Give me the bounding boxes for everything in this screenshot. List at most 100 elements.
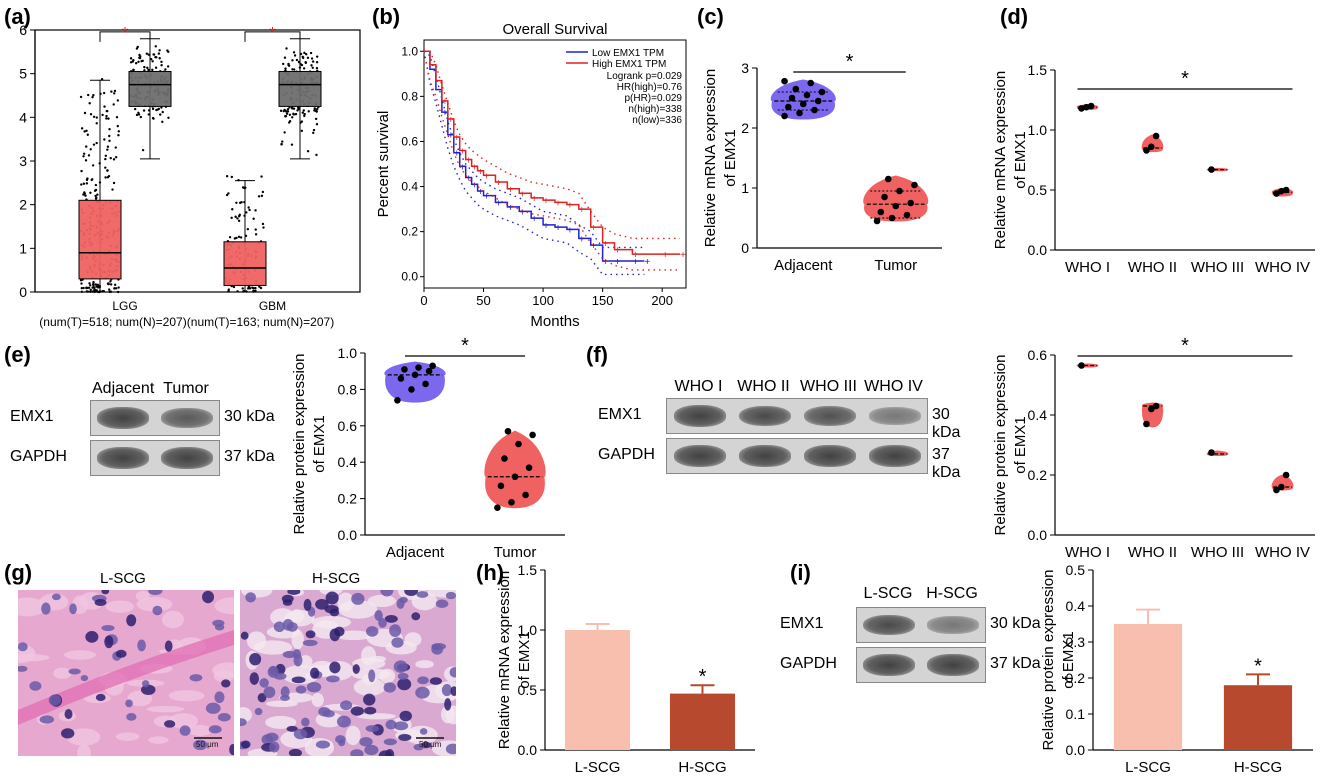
histo-nucleus bbox=[302, 639, 318, 647]
a-data-point bbox=[106, 109, 109, 113]
histo-nucleus bbox=[205, 702, 221, 714]
histo-nucleus bbox=[384, 615, 398, 623]
b-censor-mark: + bbox=[644, 257, 650, 268]
a-data-point bbox=[116, 124, 119, 128]
a-data-point bbox=[94, 188, 98, 192]
histo-nucleus bbox=[364, 744, 379, 756]
a-data-point bbox=[103, 138, 106, 141]
i-y-tick-label: 0.1 bbox=[1066, 706, 1086, 722]
b-censor-mark: + bbox=[454, 133, 460, 144]
e-data-point bbox=[497, 482, 505, 490]
a-sig-bracket bbox=[99, 31, 151, 42]
histo-stroma bbox=[345, 725, 361, 746]
a-data-point bbox=[284, 67, 287, 70]
histo-nucleus bbox=[325, 591, 339, 605]
a-data-point bbox=[84, 159, 88, 162]
f-data-point bbox=[1277, 483, 1285, 491]
histo-nucleus bbox=[383, 738, 397, 746]
a-y-tick-label: 1 bbox=[19, 240, 27, 256]
histo-nucleus bbox=[301, 717, 310, 727]
f-x-tick-label: WHO I bbox=[1065, 544, 1110, 560]
e-data-point bbox=[415, 364, 422, 371]
a-data-point bbox=[142, 109, 146, 112]
a-data-point bbox=[95, 116, 98, 119]
b-censor-mark: + bbox=[555, 198, 561, 209]
blot-f-band bbox=[738, 405, 791, 427]
a-data-point bbox=[239, 236, 243, 239]
histo-nucleus bbox=[268, 741, 280, 753]
c-data-point bbox=[877, 208, 885, 216]
e-data-point bbox=[511, 473, 519, 481]
a-data-point bbox=[259, 286, 263, 290]
b-censor-mark: + bbox=[496, 178, 502, 189]
a-data-point bbox=[106, 176, 110, 179]
b-legend-label: Low EMX1 TPM bbox=[592, 48, 664, 59]
histo-nucleus bbox=[95, 693, 106, 702]
histo-stroma bbox=[367, 594, 396, 608]
a-data-point bbox=[146, 66, 149, 70]
d-y-tick-label: 1.0 bbox=[1028, 122, 1048, 138]
a-data-point bbox=[315, 108, 319, 111]
a-data-point bbox=[234, 215, 237, 218]
b-stat-text: HR(high)=0.76 bbox=[617, 82, 683, 93]
a-data-point bbox=[80, 127, 84, 130]
a-data-point bbox=[82, 286, 85, 290]
b-censor-mark: + bbox=[603, 257, 609, 268]
h-bar-0 bbox=[564, 630, 631, 750]
histo-nucleus bbox=[115, 649, 127, 658]
histo-stroma bbox=[53, 667, 72, 679]
b-censor-mark: + bbox=[531, 194, 537, 205]
a-data-point bbox=[95, 122, 98, 125]
c-data-point bbox=[873, 217, 881, 225]
c-data-point bbox=[896, 187, 903, 195]
histo-stroma bbox=[162, 610, 185, 629]
a-data-point bbox=[141, 148, 145, 152]
b-x-tick-label: 100 bbox=[532, 293, 554, 308]
a-data-point bbox=[151, 60, 154, 63]
h-x-tick-label: H-SCG bbox=[678, 759, 726, 774]
c-x-tick-label: Adjacent bbox=[774, 257, 833, 274]
histo-nucleus bbox=[385, 748, 395, 756]
histo-nucleus bbox=[179, 725, 191, 736]
histo-nucleus bbox=[51, 593, 61, 601]
histo-nucleus bbox=[94, 599, 107, 606]
histo-nucleus bbox=[399, 596, 408, 604]
a-data-point bbox=[303, 114, 306, 118]
histo-nucleus bbox=[378, 618, 387, 628]
histo-nucleus bbox=[217, 713, 231, 722]
histo-nucleus bbox=[263, 686, 276, 699]
f-x-tick-label: WHO II bbox=[1128, 544, 1177, 560]
a-data-point bbox=[138, 56, 142, 60]
histo-nucleus bbox=[337, 715, 351, 728]
b-censor-mark: + bbox=[519, 189, 525, 200]
b-censor-mark: + bbox=[662, 250, 668, 261]
a-data-point bbox=[160, 64, 163, 67]
a-data-point bbox=[302, 109, 305, 112]
western-blot-i: L-SCG H-SCG EMX1 30 kDa GAPDH 37 kDa bbox=[780, 585, 1045, 695]
e-y-tick-label: 0.8 bbox=[338, 381, 358, 397]
histo-stroma bbox=[146, 705, 185, 713]
a-data-point bbox=[110, 90, 113, 93]
i-y-tick-label: 0.3 bbox=[1066, 634, 1086, 650]
a-data-point bbox=[95, 141, 98, 145]
b-legend-label: High EMX1 TPM bbox=[592, 59, 666, 70]
histo-stroma bbox=[311, 692, 324, 707]
a-data-point bbox=[300, 120, 304, 123]
a-data-point bbox=[101, 113, 104, 117]
a-data-point bbox=[134, 62, 138, 65]
e-y-tick-label: 0.2 bbox=[338, 491, 358, 507]
a-data-point bbox=[89, 148, 92, 151]
a-data-point bbox=[227, 192, 230, 195]
histo-stroma bbox=[168, 690, 205, 702]
histo-stroma bbox=[115, 732, 140, 741]
d-x-tick-label: WHO IV bbox=[1255, 259, 1310, 276]
h-y-tick-label: 0.0 bbox=[518, 742, 538, 758]
d-y-tick-label: 0.5 bbox=[1028, 182, 1048, 198]
histo-nucleus bbox=[352, 664, 360, 674]
a-data-point bbox=[155, 108, 158, 112]
histo-nucleus bbox=[435, 599, 449, 609]
histo-nucleus bbox=[280, 686, 290, 698]
a-data-point bbox=[154, 66, 158, 69]
histo-nucleus bbox=[68, 668, 81, 675]
blot-f-band bbox=[868, 407, 921, 425]
